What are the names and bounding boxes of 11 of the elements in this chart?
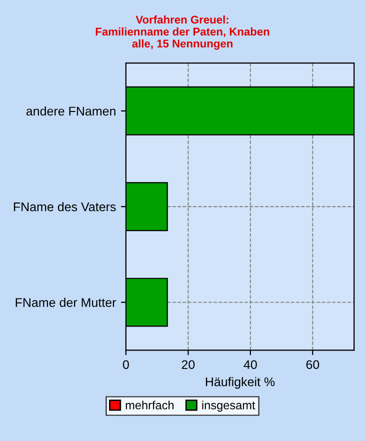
y-tick-label: andere FNamen	[26, 106, 116, 116]
x-tick-label: 40	[244, 360, 257, 370]
y-tick-label: FName des Vaters	[14, 202, 116, 212]
chart-title: Vorfahren Greuel: Familienname der Paten, Knaben alle, 15 Nennungen	[96, 15, 270, 50]
y-tick-label: FName der Mutter	[16, 298, 116, 307]
legend-label: insgesamt	[202, 400, 256, 412]
legend-label: mehrfach	[126, 400, 174, 410]
x-tick-label: 60	[306, 360, 320, 370]
x-axis-title: Häufigkeit %	[206, 377, 275, 389]
x-tick-label: 20	[182, 360, 195, 370]
x-tick-label: 0	[122, 360, 129, 370]
